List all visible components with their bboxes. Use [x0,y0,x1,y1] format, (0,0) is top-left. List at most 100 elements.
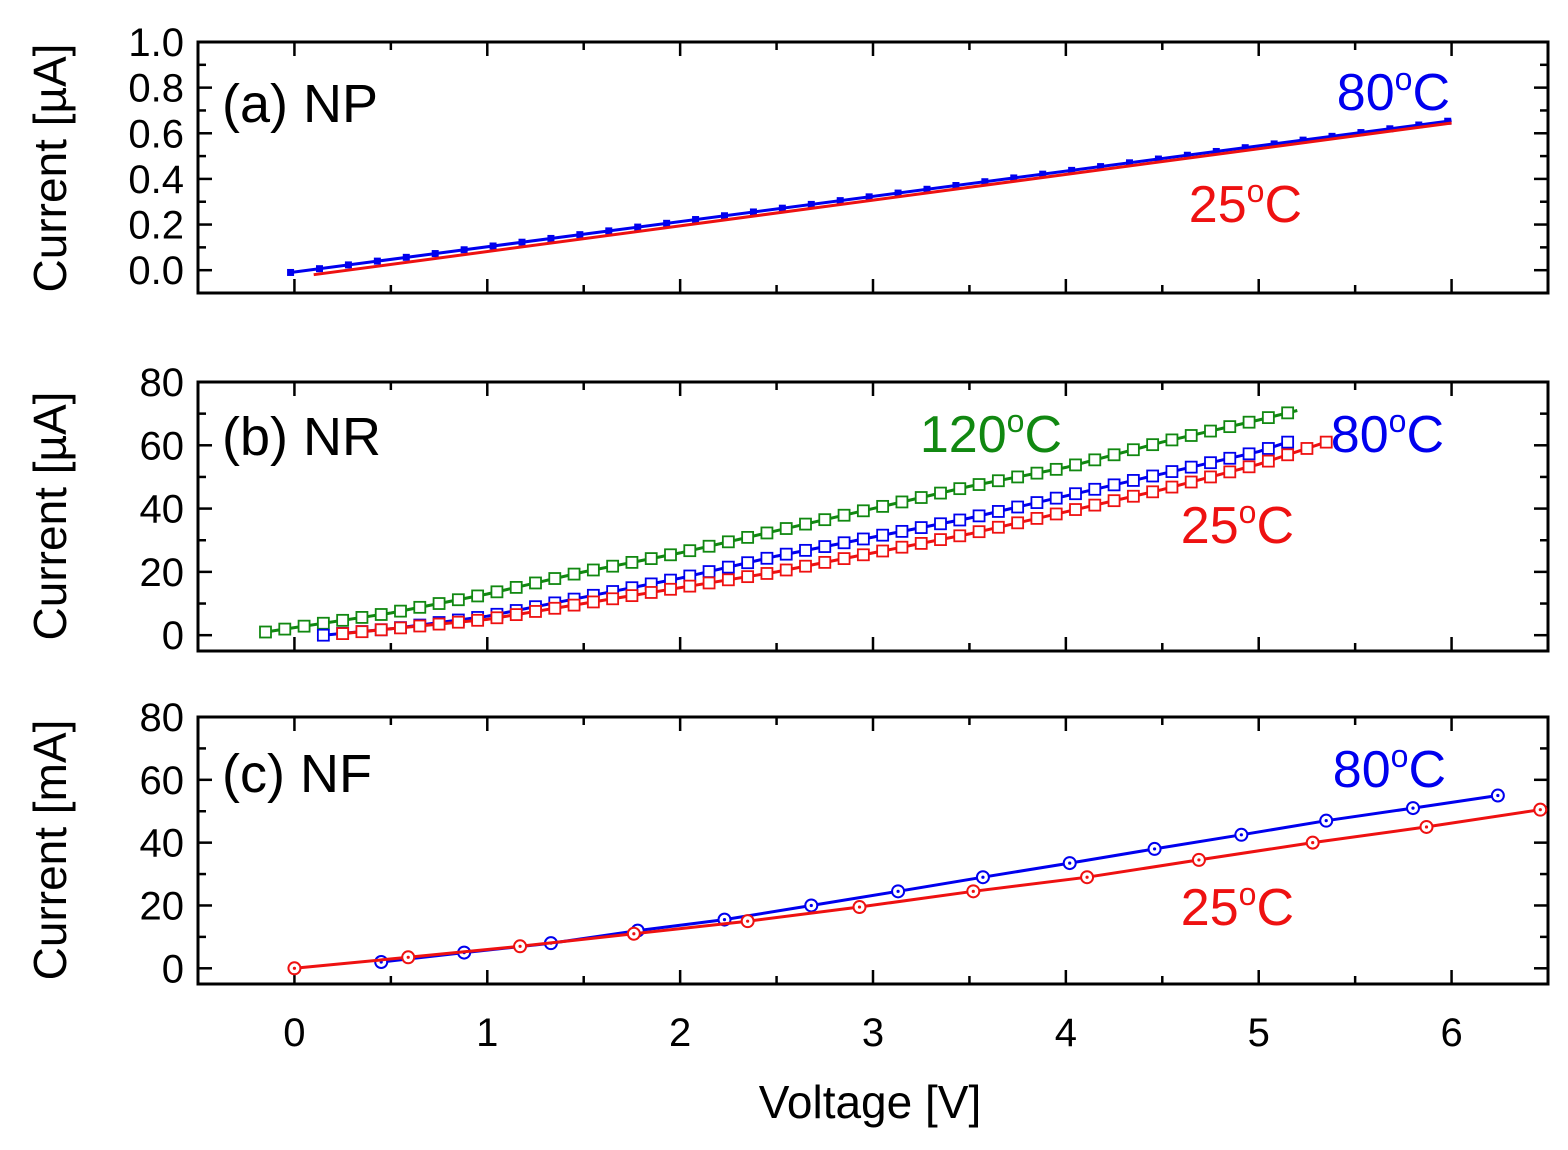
data-point [413,600,427,614]
data-point [1030,511,1044,525]
data-point [529,605,542,618]
panel-label-b: (b) NR [222,407,381,467]
data-point [567,598,581,612]
data-point [779,563,793,577]
data-point [1204,456,1217,470]
y-tick-label-a: 0.2 [128,204,184,248]
data-point [1107,478,1121,492]
data-point [1126,443,1140,457]
panel-c: 0 20 40 60 80 Current [mA] 0 1 2 3 4 5 6 Voltage [V] (… [24,696,1550,1128]
data-point [818,555,832,569]
panel-label-a: (a) NP [222,74,378,134]
data-point [1223,420,1237,434]
data-point [972,525,986,539]
y-axis-title-b: Current [µA] [24,392,76,641]
data-point [490,611,504,625]
data-point [1088,482,1102,496]
data-point [278,622,292,636]
data-point [586,563,600,577]
series-label-unit: C [1264,176,1302,234]
series-label-a: 80oC [1337,61,1450,122]
data-point-center [746,919,750,923]
series-label-c: 25oC [1181,876,1294,937]
data-point [1270,140,1278,148]
data-point [1328,132,1336,140]
data-point [605,227,613,235]
y-tick-label-b: 40 [140,488,185,532]
data-point [394,604,407,618]
data-point [799,517,812,531]
data-point [779,522,793,535]
y-tick-label-a: 0.0 [128,249,184,293]
data-point [1184,475,1198,489]
data-point [991,520,1005,534]
data-point [865,193,873,201]
series-label-degree: o [1395,61,1413,97]
y-tick-label-c: 0 [162,947,184,991]
data-point-center [632,932,636,936]
data-point [991,505,1005,518]
data-point [895,540,909,554]
data-point [683,544,697,558]
data-point [760,526,774,540]
y-tick-label-a: 0.6 [128,112,184,156]
data-point [509,580,523,594]
data-point [586,595,600,609]
data-point [721,560,735,574]
data-point [1068,166,1076,174]
data-point-center [1411,806,1415,810]
series-label-c: 80oC [1333,738,1446,799]
data-point [547,234,555,242]
data-point-center [971,889,975,893]
data-point [702,576,716,590]
data-point [702,565,716,578]
data-point-center [1424,825,1429,829]
data-point-center [896,889,900,893]
series-label-degree: o [1239,876,1257,912]
data-point [818,540,832,553]
data-point [991,474,1005,488]
data-point [548,572,562,585]
data-point [625,589,639,603]
series-label-unit: C [1406,406,1444,464]
x-tick-label: 5 [1248,1011,1270,1055]
series-label-value: 80 [1333,741,1391,799]
data-point [760,567,774,580]
data-point [1223,465,1237,479]
data-point [1107,448,1121,462]
data-point [818,513,832,527]
data-point [799,543,812,557]
data-point [1107,494,1121,508]
series-b-2 [336,435,1333,640]
series-c-1 [287,802,1548,976]
data-point [373,257,381,265]
data-point [374,608,388,621]
x-tick-label: 2 [669,1011,691,1055]
data-point-center [1496,793,1500,798]
data-point [259,625,272,639]
data-point [644,552,658,565]
series-label-unit: C [1412,64,1450,122]
series-label-b: 25oC [1181,494,1294,555]
data-point [1242,460,1256,474]
x-tick-label: 1 [476,1011,498,1055]
y-tick-label-b: 20 [140,551,185,595]
data-point [1088,453,1102,467]
data-point [1415,121,1423,129]
data-point-center [981,875,985,879]
data-point [1444,117,1452,125]
y-axis-title-a: Current [µA] [24,44,76,293]
data-point [760,551,774,565]
data-point [1011,500,1025,514]
data-point-center [1085,875,1089,879]
data-point [1261,442,1275,455]
data-point [355,611,369,624]
data-point [432,617,446,631]
data-point [1184,429,1198,442]
data-point [923,185,931,193]
data-point [1300,442,1314,455]
data-point [336,627,350,640]
data-point [749,208,757,216]
series-line-b [265,409,1298,634]
